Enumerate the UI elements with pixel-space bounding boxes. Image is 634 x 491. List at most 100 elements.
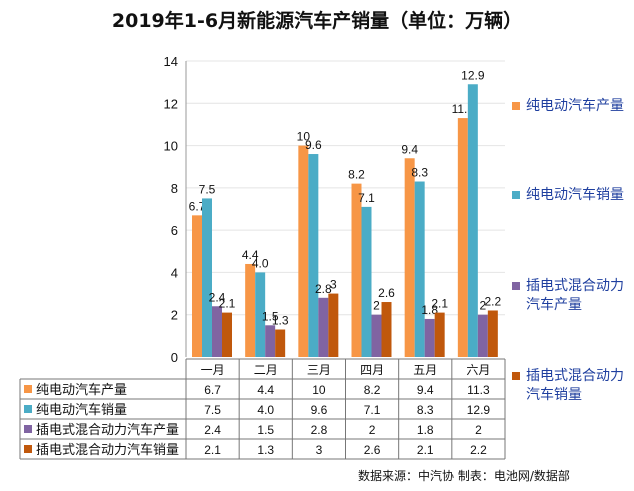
x-category-label: 四月 [360,363,384,377]
data-label: 12.9 [461,68,485,82]
legend-swatch [512,191,520,199]
bar-4 [328,293,339,357]
y-tick-label: 4 [171,265,178,280]
y-tick-label: 14 [164,54,178,69]
bar-4 [381,302,392,357]
bar-3 [212,306,222,357]
table-cell: 2.6 [364,443,381,457]
table-cell: 11.3 [467,383,490,397]
data-label: 6.7 [189,199,206,213]
data-label: 7.5 [199,182,216,196]
bar-3 [424,318,435,357]
table-cell: 1.3 [257,443,274,457]
data-label: 2.1 [219,297,236,311]
x-category-label: 一月 [201,363,225,377]
bar-4 [434,312,445,357]
table-row-label: 纯电动汽车产量 [36,382,127,398]
table-cell: 4.4 [257,383,274,397]
bar-2 [202,198,212,357]
bar-1 [192,215,202,357]
table-legend-swatch [24,445,32,453]
bar-3 [265,325,276,357]
data-label: 9.6 [305,138,322,152]
table-cell: 12.9 [467,403,491,417]
x-category-label: 五月 [413,363,437,377]
table-cell: 10 [312,383,326,397]
table-cell: 3 [316,443,323,457]
legend-swatch [512,102,520,110]
x-category-label: 二月 [254,363,278,377]
legend-item: 纯电动汽车销量 [512,186,632,205]
data-label: 1.3 [272,314,289,328]
data-label: 2.2 [484,294,501,308]
legend-item: 纯电动汽车产量 [512,97,632,116]
bar-3 [371,314,382,357]
table-cell: 2.8 [311,423,328,437]
data-label: 4.0 [252,256,269,270]
table-cell: 9.4 [417,383,434,397]
legend-label: 插电式混合动力汽车产量 [526,278,624,313]
bar-1 [351,183,362,357]
bar-2 [361,206,372,357]
table-cell: 6.7 [204,383,221,397]
table-cell: 1.8 [417,423,434,437]
y-tick-label: 10 [164,139,178,154]
data-label: 2 [373,299,380,313]
table-cell: 9.6 [311,403,328,417]
table-row-label: 插电式混合动力汽车销量 [36,442,179,458]
y-tick-label: 2 [171,308,178,323]
bar-2 [467,84,478,357]
legend-swatch [512,282,520,290]
bar-2 [414,181,425,357]
source-note: 数据来源：中汽协 制表：电池网/数据部 [358,469,570,483]
table-cell: 8.2 [364,383,381,397]
table-legend-swatch [24,405,32,413]
data-label: 2.4 [209,290,226,304]
data-label: 9.4 [401,142,418,156]
legend-swatch [512,372,520,380]
data-label: 3 [330,278,337,292]
bar-1 [457,118,468,357]
table-cell: 8.3 [417,403,434,417]
table-cell: 2.4 [204,423,221,437]
table-legend-swatch [24,425,32,433]
bar-4 [275,329,286,357]
table-cell: 2 [369,423,376,437]
x-category-label: 六月 [466,363,490,377]
table-row-label: 插电式混合动力汽车产量 [36,422,179,438]
bar-4 [222,312,232,357]
bar-1 [404,158,415,357]
y-tick-label: 12 [164,96,178,111]
legend-item: 插电式混合动力汽车销量 [512,367,632,405]
legend-label: 纯电动汽车销量 [526,187,624,203]
table-cell: 4.0 [257,403,274,417]
data-label: 8.2 [348,168,365,182]
bar-4 [487,310,498,357]
table-cell: 2 [475,423,482,437]
data-label: 2.8 [315,282,332,296]
data-label: 10 [297,130,311,144]
bar-3 [477,314,488,357]
table-cell: 1.5 [257,423,274,437]
data-label: 7.1 [358,191,375,205]
table-cell: 7.1 [364,403,381,417]
data-label: 1.5 [262,309,279,323]
bar-1 [298,145,309,357]
table-row-label: 纯电动汽车销量 [36,402,127,418]
x-category-label: 三月 [307,363,331,377]
table-cell: 2.1 [417,443,434,457]
data-label: 1.8 [421,303,438,317]
table-legend-swatch [24,385,32,393]
data-label: 4.4 [242,248,259,262]
bar-2 [255,272,266,357]
data-label: 2.6 [378,286,395,300]
legend-label: 纯电动汽车产量 [526,98,624,114]
data-label: 2 [479,299,486,313]
data-label: 8.3 [411,166,428,180]
bar-3 [318,297,329,357]
table-cell: 7.5 [204,403,221,417]
y-tick-label: 8 [171,181,178,196]
bar-2 [308,154,319,357]
